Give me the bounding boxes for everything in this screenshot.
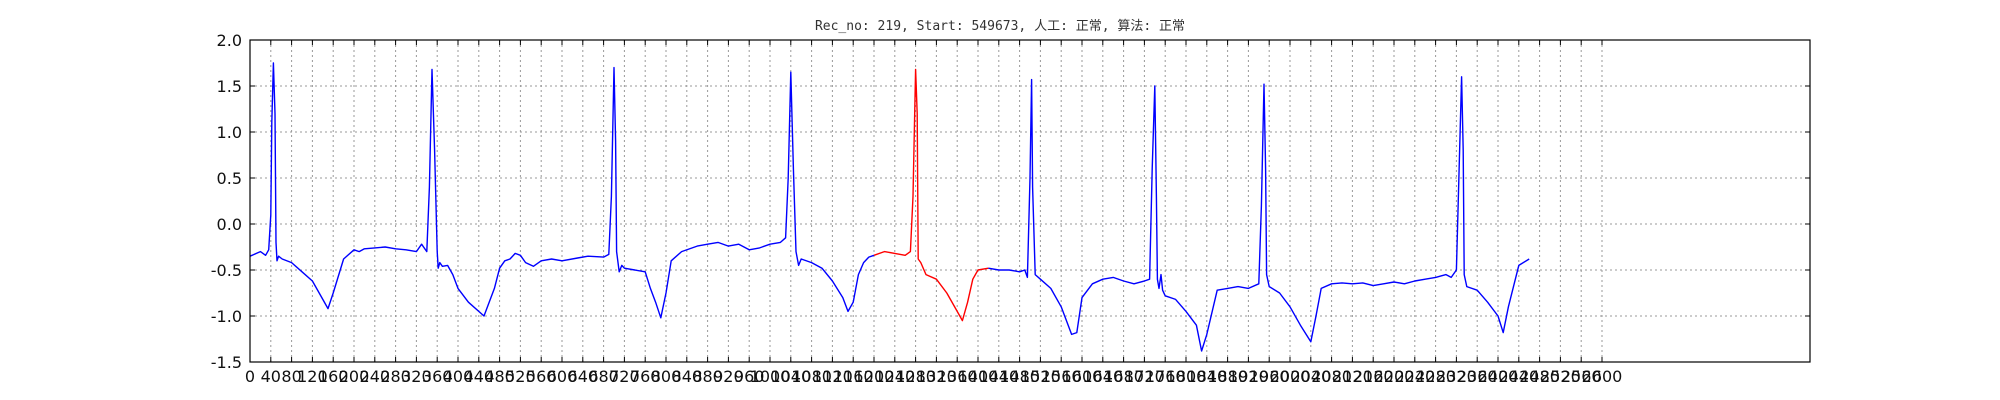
x-tick-label: 920 xyxy=(713,367,744,386)
x-tick-label: 2040 xyxy=(1290,367,1331,386)
x-tick-label: 720 xyxy=(609,367,640,386)
grid xyxy=(250,39,1810,363)
x-tick-label: 320 xyxy=(401,367,432,386)
x-tick-label: 1200 xyxy=(854,367,895,386)
y-tick-label: -1.5 xyxy=(211,353,242,372)
x-tick-label: 1840 xyxy=(1186,367,1227,386)
x-tick-label: 2320 xyxy=(1436,367,1477,386)
x-tick-label: 960 xyxy=(734,367,765,386)
x-tick-label: 2440 xyxy=(1498,367,1539,386)
x-tick-label: 2160 xyxy=(1353,367,1394,386)
x-tick-label: 1240 xyxy=(874,367,915,386)
x-tick-label: 1160 xyxy=(833,367,874,386)
x-tick-label: 1440 xyxy=(978,367,1019,386)
x-tick-label: 2520 xyxy=(1540,367,1581,386)
series-line-3 xyxy=(988,76,1530,352)
x-tick-label: 1680 xyxy=(1103,367,1144,386)
x-tick-label: 640 xyxy=(568,367,599,386)
x-tick-label: 1520 xyxy=(1020,367,1061,386)
x-tick-label: 1920 xyxy=(1228,367,1269,386)
x-tick-label: 760 xyxy=(630,367,661,386)
x-tick-label: 680 xyxy=(588,367,619,386)
x-tick-label: 280 xyxy=(380,367,411,386)
series-layer xyxy=(249,62,1530,352)
x-tick-label: 200 xyxy=(339,367,370,386)
x-tick-label: 800 xyxy=(651,367,682,386)
x-tick-label: 1120 xyxy=(812,367,853,386)
x-axis: 0 40 8012016020024028032036040044048052056… xyxy=(245,40,1622,386)
y-tick-label: 1.5 xyxy=(217,77,242,96)
x-tick-label: 40 xyxy=(261,367,281,386)
x-tick-label: 1640 xyxy=(1082,367,1123,386)
series-line-1 xyxy=(249,62,875,319)
x-tick-label: 2600 xyxy=(1582,367,1623,386)
x-tick-label: 160 xyxy=(318,367,349,386)
x-tick-label: 1000 xyxy=(750,367,791,386)
x-tick-label: 1960 xyxy=(1249,367,1290,386)
x-tick-label: 2120 xyxy=(1332,367,1373,386)
x-tick-label: 1480 xyxy=(999,367,1040,386)
x-tick-label: 1400 xyxy=(958,367,999,386)
x-tick-label: 1560 xyxy=(1041,367,1082,386)
plot-frame xyxy=(249,39,1811,363)
x-tick-label: 2400 xyxy=(1478,367,1519,386)
x-tick-label: 240 xyxy=(360,367,391,386)
x-tick-label: 840 xyxy=(672,367,703,386)
x-tick-label: 1720 xyxy=(1124,367,1165,386)
x-tick-label: 520 xyxy=(505,367,536,386)
x-tick-label: 2240 xyxy=(1394,367,1435,386)
y-tick-label: -0.5 xyxy=(211,261,242,280)
y-tick-label: 2.0 xyxy=(217,31,242,50)
x-tick-label: 1320 xyxy=(916,367,957,386)
y-tick-label: -1.0 xyxy=(211,307,242,326)
x-tick-label: 1080 xyxy=(791,367,832,386)
x-tick-label: 1360 xyxy=(937,367,978,386)
x-tick-label: 1760 xyxy=(1145,367,1186,386)
x-tick-label: 880 xyxy=(692,367,723,386)
y-axis: 2.0 1.5 1.0 0.5 0.0 -0.5 -1.0 -1.5 xyxy=(211,31,1810,372)
x-tick-label: 600 xyxy=(547,367,578,386)
y-tick-label: 0.0 xyxy=(217,215,242,234)
x-tick-label: 480 xyxy=(484,367,515,386)
x-tick-label: 2080 xyxy=(1311,367,1352,386)
x-tick-label: 1880 xyxy=(1207,367,1248,386)
x-tick-label: 560 xyxy=(526,367,557,386)
x-tick-label: 1040 xyxy=(770,367,811,386)
x-tick-label: 1280 xyxy=(895,367,936,386)
series-line-2 xyxy=(873,68,989,322)
x-tick-label: 440 xyxy=(464,367,495,386)
x-tick-label: 80 xyxy=(281,367,301,386)
x-tick-label: 2000 xyxy=(1270,367,1311,386)
x-tick-label: 1600 xyxy=(1062,367,1103,386)
y-tick-label: 0.5 xyxy=(217,169,242,188)
y-tick-label: 1.0 xyxy=(217,123,242,142)
x-tick-label: 2360 xyxy=(1457,367,1498,386)
x-tick-label: 120 xyxy=(297,367,328,386)
x-tick-label: 2560 xyxy=(1561,367,1602,386)
x-tick-label: 400 xyxy=(443,367,474,386)
x-tick-label: 0 xyxy=(245,367,255,386)
chart-title: Rec_no: 219, Start: 549673, 人工: 正常, 算法: … xyxy=(815,19,1185,34)
x-tick-label: 2280 xyxy=(1415,367,1456,386)
x-tick-label: 2480 xyxy=(1519,367,1560,386)
x-tick-label: 1800 xyxy=(1166,367,1207,386)
x-tick-label: 2200 xyxy=(1374,367,1415,386)
x-tick-label: 360 xyxy=(422,367,453,386)
